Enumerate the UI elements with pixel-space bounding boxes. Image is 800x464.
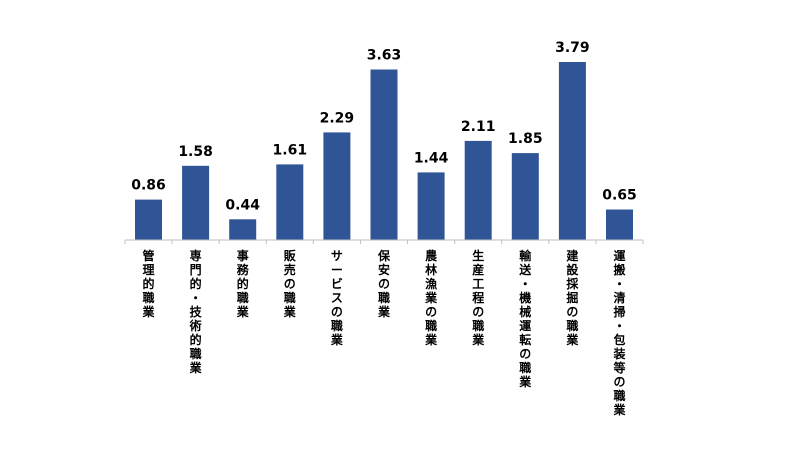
bar bbox=[558, 62, 586, 240]
bar bbox=[323, 132, 351, 240]
category-label: 保安の職業 bbox=[377, 248, 391, 319]
bar bbox=[276, 164, 304, 240]
category-label: 販売の職業 bbox=[283, 248, 297, 319]
data-label: 0.44 bbox=[225, 197, 260, 213]
value-labels-group: 0.86 1.58 0.44 1.61 2.29 3.63 1.44 2.11 1.85 3.79… bbox=[131, 40, 637, 213]
category-label: 管理的職業 bbox=[141, 248, 155, 319]
data-label: 2.11 bbox=[461, 119, 496, 135]
bar bbox=[135, 199, 162, 240]
data-label: 1.85 bbox=[508, 131, 543, 147]
category-label: 建設採掘の職業 bbox=[565, 248, 579, 347]
bar bbox=[464, 140, 492, 240]
category-label: 輸送・機械運転の職業 bbox=[518, 248, 532, 389]
category-label: サービスの職業 bbox=[330, 249, 344, 347]
data-label: 3.79 bbox=[555, 40, 590, 56]
category-label: 農林漁業の職業 bbox=[424, 248, 438, 347]
category-labels-group: 管理的職業 専門的・技術的職業 事務的職業 販売の職業 サービスの職業 保安の職業 農林漁業… bbox=[141, 248, 626, 417]
data-label: 0.65 bbox=[602, 188, 637, 204]
category-label: 生産工程の職業 bbox=[471, 248, 485, 347]
data-label: 1.58 bbox=[178, 144, 213, 160]
bar bbox=[229, 219, 257, 240]
bar bbox=[511, 153, 539, 240]
x-axis bbox=[124, 239, 644, 244]
category-label: 運搬・清掃・包装等の職業 bbox=[612, 249, 626, 417]
bar bbox=[606, 209, 633, 240]
data-label: 3.63 bbox=[367, 48, 402, 64]
bar bbox=[182, 165, 210, 240]
data-label: 2.29 bbox=[320, 110, 355, 126]
category-label: 事務的職業 bbox=[236, 248, 250, 319]
bars-group bbox=[135, 62, 633, 240]
category-label: 専門的・技術的職業 bbox=[189, 248, 203, 375]
data-label: 1.44 bbox=[414, 150, 449, 166]
bar bbox=[417, 172, 445, 240]
bar bbox=[370, 69, 398, 240]
data-label: 0.86 bbox=[131, 178, 166, 194]
data-label: 1.61 bbox=[273, 142, 308, 158]
